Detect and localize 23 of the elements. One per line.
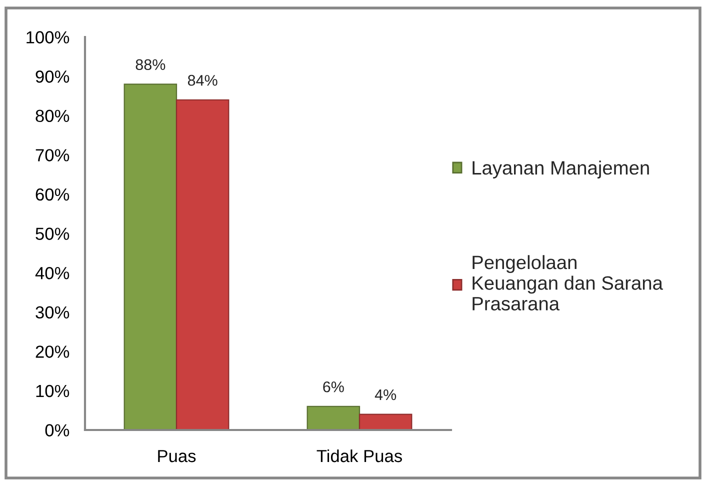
y-tick-label: 70% [36, 149, 70, 162]
y-tick-label: 50% [36, 228, 70, 240]
x-tick-label: Tidak Puas [316, 449, 402, 462]
data-label: 4% [374, 389, 396, 400]
y-tick-label: 80% [36, 110, 70, 122]
data-label: 84% [188, 74, 218, 86]
x-tick-label: Puas [158, 450, 196, 462]
bar [176, 99, 230, 430]
y-tick-label: 0% [45, 424, 70, 436]
y-tick-label: 40% [35, 266, 70, 280]
y-tick-label: 10% [36, 384, 70, 398]
y-tick-label: 20% [36, 346, 70, 358]
bar [306, 406, 360, 430]
y-tick-label: 60% [36, 188, 70, 201]
y-tick-label: 90% [36, 70, 70, 83]
bar [358, 414, 412, 430]
data-label: 88% [136, 59, 166, 70]
bar [124, 84, 178, 430]
y-tick-label: 30% [36, 306, 70, 319]
legend-label: Pengelolaan Keuangan dan Sarana Prasarana [472, 255, 663, 310]
data-label: 6% [323, 381, 344, 392]
y-tick-label: 100% [26, 31, 70, 44]
legend-label: Layanan Manajemen [472, 160, 649, 178]
